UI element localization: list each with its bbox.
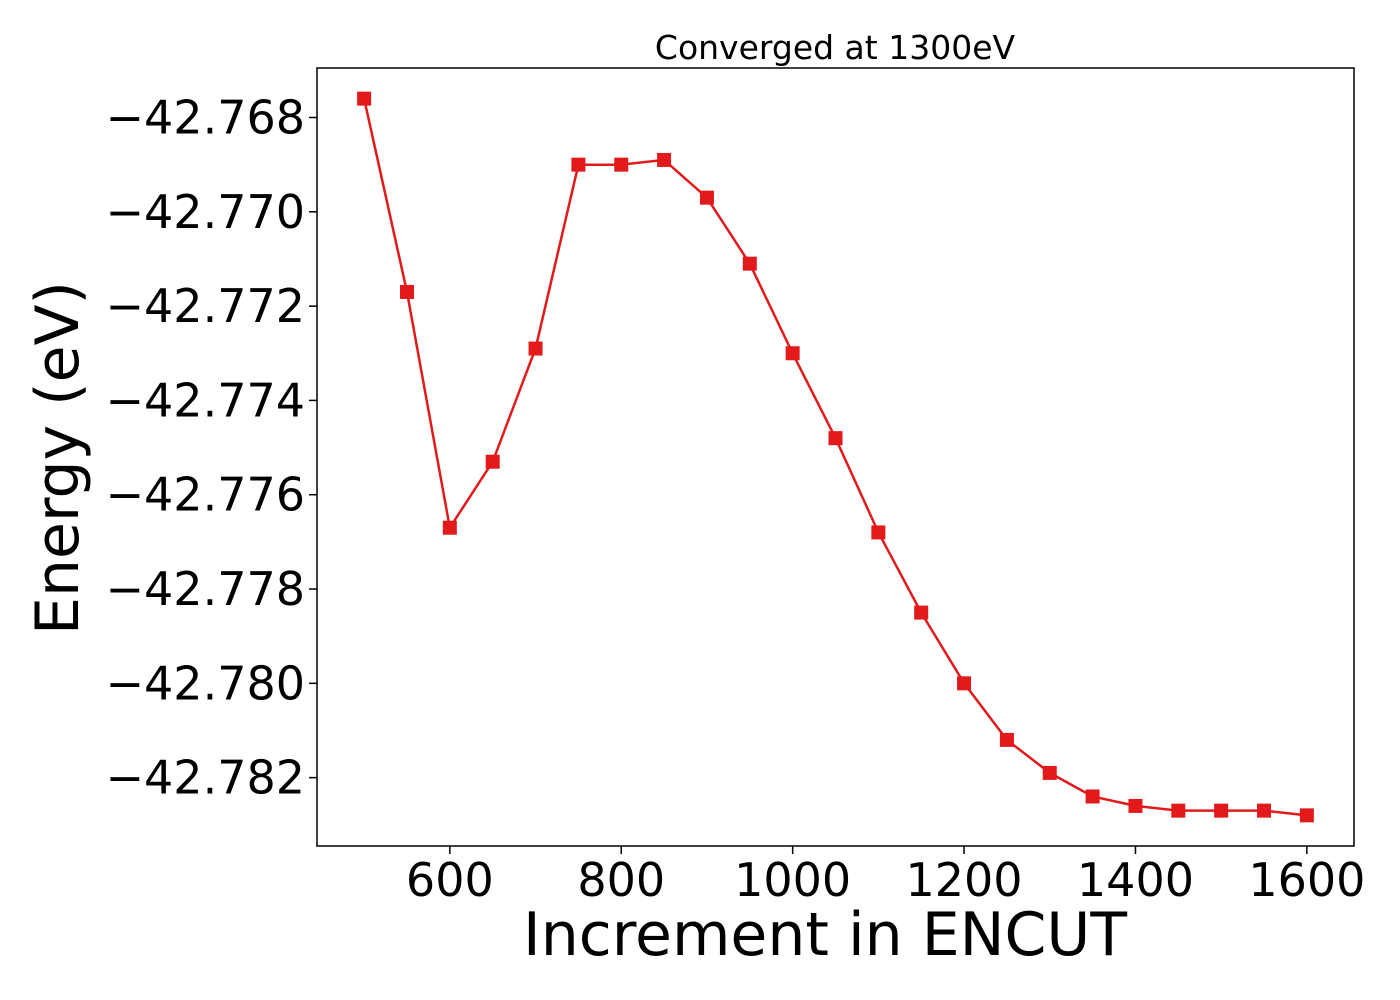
data-point	[614, 157, 629, 172]
data-point	[742, 256, 757, 271]
y-axis: −42.768 −42.770 −42.772 −42.774 −42.776 −42.7…	[106, 91, 317, 805]
y-tick-label: −42.778	[106, 562, 306, 616]
y-tick-label: −42.770	[106, 185, 306, 239]
data-point	[914, 605, 929, 620]
y-tick-label: −42.780	[106, 656, 306, 710]
data-point	[1171, 803, 1186, 818]
data-point	[1128, 798, 1143, 813]
data-point	[1085, 789, 1100, 804]
y-axis-title: Energy (eV)	[23, 281, 93, 635]
data-point	[485, 454, 500, 469]
data-point	[699, 190, 714, 205]
data-point	[571, 157, 586, 172]
data-point	[1214, 803, 1229, 818]
x-tick-label: 1600	[1248, 853, 1365, 907]
data-point	[357, 91, 372, 106]
y-tick-label: −42.772	[106, 279, 306, 333]
data-point	[657, 152, 672, 167]
data-point	[442, 520, 457, 535]
data-point	[528, 341, 543, 356]
plot-area	[357, 91, 1314, 823]
y-tick-label: −42.774	[106, 373, 306, 427]
chart-title: Converged at 1300eV	[655, 28, 1016, 67]
data-point	[1257, 803, 1272, 818]
x-tick-label: 1000	[734, 853, 851, 907]
data-point	[1299, 808, 1314, 823]
x-tick-label: 600	[406, 853, 494, 907]
data-point	[871, 525, 886, 540]
data-point	[999, 732, 1014, 747]
x-axis-title: Increment in ENCUT	[523, 900, 1127, 970]
data-point	[785, 346, 800, 361]
plot-frame	[316, 67, 1355, 847]
y-tick-label: −42.768	[106, 91, 306, 145]
x-tick-label: 1200	[906, 853, 1023, 907]
data-point	[828, 431, 843, 446]
data-point	[399, 284, 414, 299]
data-point	[1042, 765, 1057, 780]
x-tick-label: 1400	[1077, 853, 1194, 907]
data-point	[957, 676, 972, 691]
x-axis: 600 800 1000 1200 1400 1600	[406, 846, 1365, 907]
y-tick-label: −42.776	[106, 468, 306, 522]
y-tick-label: −42.782	[106, 751, 306, 805]
x-tick-label: 800	[577, 853, 665, 907]
